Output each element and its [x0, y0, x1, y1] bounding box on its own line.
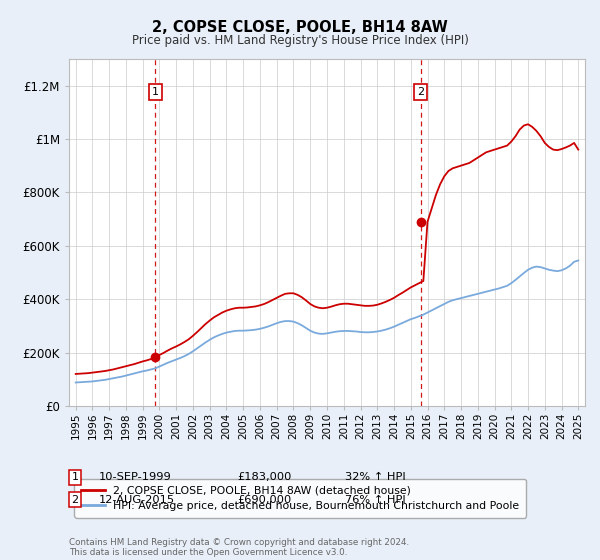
Text: Price paid vs. HM Land Registry's House Price Index (HPI): Price paid vs. HM Land Registry's House …: [131, 34, 469, 46]
Text: 2: 2: [71, 494, 79, 505]
Text: £690,000: £690,000: [237, 494, 291, 505]
Text: 76% ↑ HPI: 76% ↑ HPI: [345, 494, 406, 505]
Text: 1: 1: [71, 472, 79, 482]
Text: 2, COPSE CLOSE, POOLE, BH14 8AW: 2, COPSE CLOSE, POOLE, BH14 8AW: [152, 20, 448, 35]
Text: 12-AUG-2015: 12-AUG-2015: [99, 494, 175, 505]
Legend: 2, COPSE CLOSE, POOLE, BH14 8AW (detached house), HPI: Average price, detached h: 2, COPSE CLOSE, POOLE, BH14 8AW (detache…: [74, 479, 526, 517]
Text: 1: 1: [152, 87, 159, 97]
Text: 10-SEP-1999: 10-SEP-1999: [99, 472, 172, 482]
Text: 2: 2: [417, 87, 424, 97]
Text: Contains HM Land Registry data © Crown copyright and database right 2024.
This d: Contains HM Land Registry data © Crown c…: [69, 538, 409, 557]
Text: 32% ↑ HPI: 32% ↑ HPI: [345, 472, 406, 482]
Text: £183,000: £183,000: [237, 472, 292, 482]
